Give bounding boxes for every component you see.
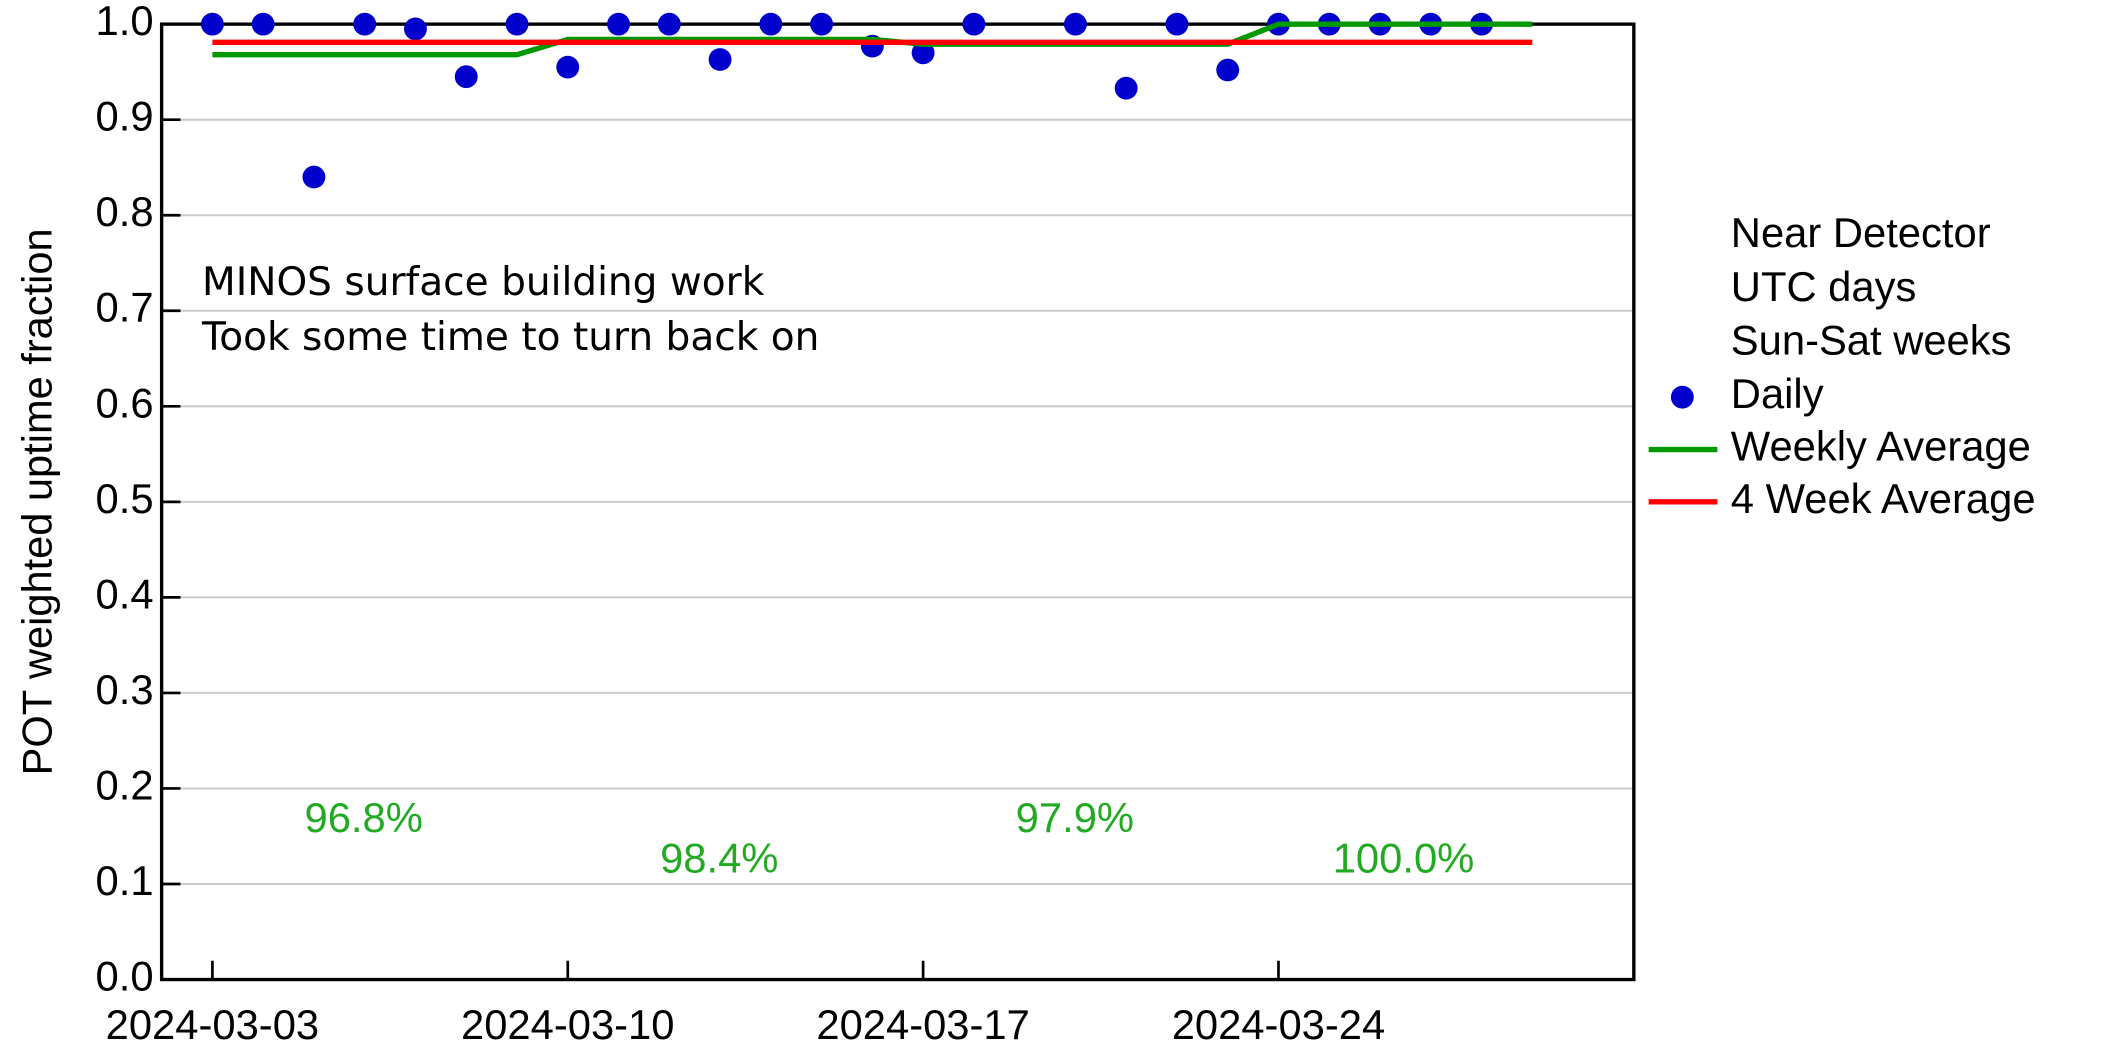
point <box>1114 76 1138 100</box>
y-tick-label: 1.0 <box>96 0 154 44</box>
point <box>810 12 834 36</box>
x-tick-label: 2024-03-10 <box>461 1001 674 1048</box>
point <box>1216 58 1240 82</box>
legend-title: Sun-Sat weeks <box>1731 317 2012 364</box>
y-tick-label: 0.4 <box>96 570 154 617</box>
legend-marker <box>1670 385 1694 409</box>
point <box>1165 12 1189 36</box>
annotation: 98.4% <box>660 835 778 882</box>
y-tick-label: 0.5 <box>96 475 154 522</box>
point <box>911 41 935 65</box>
point <box>302 165 326 189</box>
point <box>505 12 529 36</box>
point <box>657 12 681 36</box>
point <box>353 12 377 36</box>
y-tick-label: 0.9 <box>96 93 154 140</box>
point <box>404 17 427 41</box>
point <box>556 55 580 79</box>
legend-label: Daily <box>1731 370 1824 417</box>
x-tick-label: 2024-03-17 <box>816 1001 1029 1048</box>
y-tick-label: 0.2 <box>96 762 154 809</box>
point <box>454 65 478 89</box>
point <box>1063 12 1087 36</box>
annotation: 97.9% <box>1016 794 1134 841</box>
x-tick-label: 2024-03-03 <box>106 1001 319 1048</box>
legend-title: Near Detector <box>1731 209 1991 256</box>
point <box>251 12 275 36</box>
legend-title: UTC days <box>1731 263 1917 310</box>
annotation: MINOS surface building work <box>202 260 765 305</box>
point <box>200 12 224 36</box>
annotation: 100.0% <box>1333 835 1475 882</box>
plot-frame <box>159 22 1636 982</box>
legend-label: 4 Week Average <box>1731 475 2036 522</box>
y-tick-label: 0.1 <box>96 857 154 904</box>
y-tick-label: 0.0 <box>96 953 154 1000</box>
point <box>759 12 783 36</box>
y-tick-label: 0.3 <box>96 666 154 713</box>
x-tick-label: 2024-03-24 <box>1172 1001 1385 1048</box>
annotation: 96.8% <box>304 794 422 841</box>
annotation: Took some time to turn back on <box>201 315 819 360</box>
point <box>962 12 986 36</box>
y-tick-label: 0.8 <box>96 188 154 235</box>
legend-label: Weekly Average <box>1731 423 2031 470</box>
y-tick-label: 0.7 <box>96 284 154 331</box>
point <box>607 12 630 36</box>
point <box>708 48 732 71</box>
y-axis-label: POT weighted uptime fraction <box>13 228 60 775</box>
y-tick-label: 0.6 <box>96 379 154 426</box>
